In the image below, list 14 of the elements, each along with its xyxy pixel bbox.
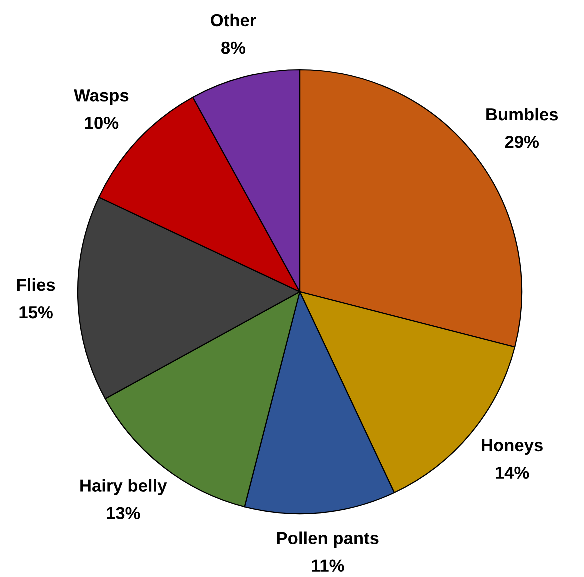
slice-label: Flies — [17, 278, 56, 292]
data-label: 14% — [496, 466, 530, 480]
slice-label: Pollen pants — [277, 532, 379, 548]
slice-label: Wasps — [74, 90, 129, 106]
slice-label: Honeys — [482, 439, 543, 455]
data-label: 11% — [312, 560, 344, 572]
slice-label: Hairy belly — [80, 479, 168, 496]
data-label: 8% — [221, 42, 246, 54]
data-label: 29% — [505, 136, 540, 148]
data-label: 15% — [20, 306, 53, 319]
data-label: 10% — [85, 116, 119, 130]
slice-label: Other — [211, 14, 256, 27]
slice-label: Bumbles — [486, 108, 558, 121]
data-label: 13% — [107, 507, 140, 520]
